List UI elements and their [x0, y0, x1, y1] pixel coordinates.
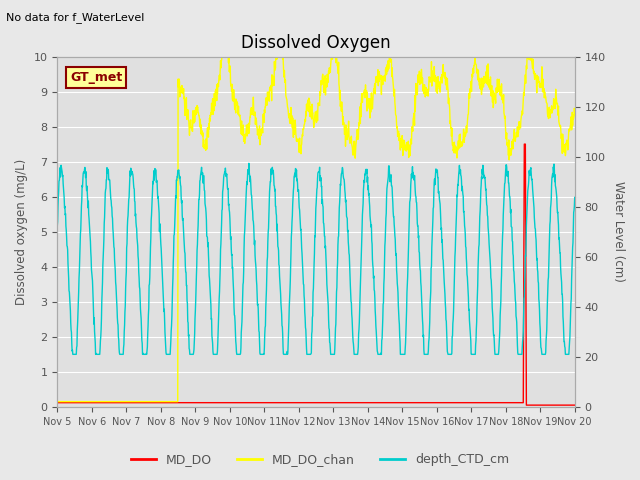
- Text: GT_met: GT_met: [70, 71, 122, 84]
- Legend: MD_DO, MD_DO_chan, depth_CTD_cm: MD_DO, MD_DO_chan, depth_CTD_cm: [126, 448, 514, 471]
- Text: No data for f_WaterLevel: No data for f_WaterLevel: [6, 12, 145, 23]
- Y-axis label: Dissolved oxygen (mg/L): Dissolved oxygen (mg/L): [15, 158, 28, 305]
- Y-axis label: Water Level (cm): Water Level (cm): [612, 181, 625, 282]
- Title: Dissolved Oxygen: Dissolved Oxygen: [241, 34, 391, 52]
